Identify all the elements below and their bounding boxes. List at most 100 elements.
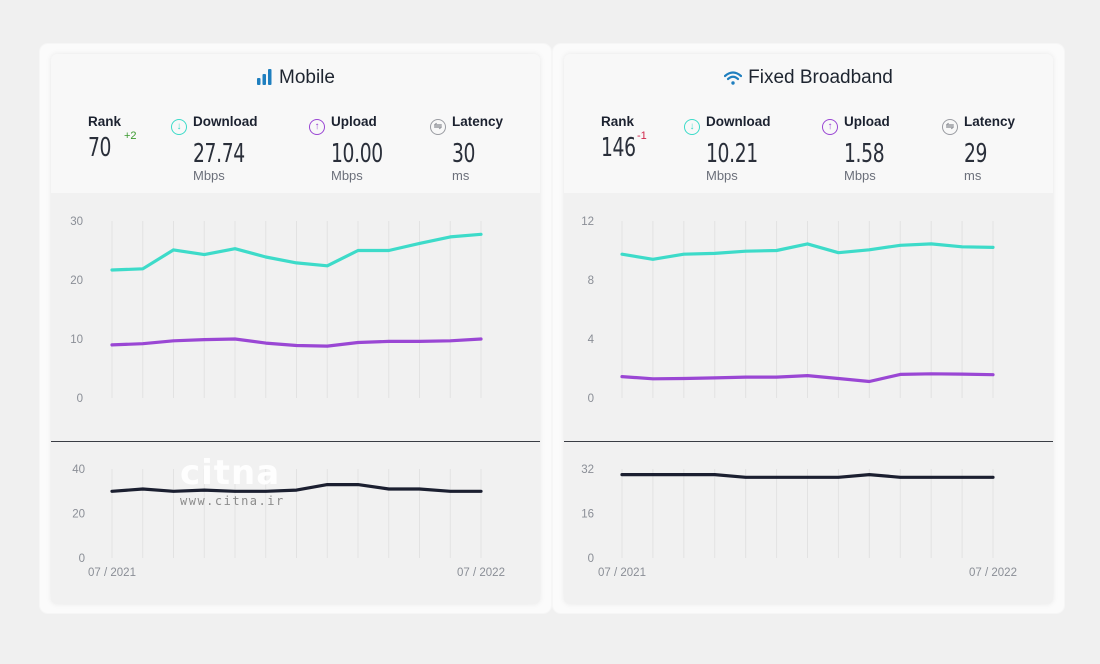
chart-divider: [564, 441, 1053, 442]
mobile-latency-latency-point: [141, 487, 144, 491]
fixed-latency-latency-point: [929, 476, 933, 479]
download-unit: Mbps: [706, 168, 738, 183]
fixed-latency-xtick-start: 07 / 2021: [598, 567, 646, 579]
rank-label: Rank: [601, 114, 635, 129]
mobile-speed-download-point: [418, 242, 421, 245]
mobile-charts: 0 10 20 30 0 20 40 07 / 2021 07 / 2022: [70, 216, 505, 579]
mobile-latency-latency-point: [172, 490, 175, 493]
watermark-url: www.citna.ir: [180, 494, 285, 508]
download-label: Download: [193, 114, 258, 129]
fixed-speed-upload-point: [868, 380, 871, 383]
fixed-latency-latency-point: [775, 476, 778, 479]
mobile-latency-latency-point: [387, 487, 390, 491]
fixed-speed-download-point: [620, 252, 624, 256]
mobile-latency-ytick-label: 40: [72, 464, 85, 476]
mobile-latency-latency-point: [418, 487, 421, 491]
fixed-speed-download-point: [775, 249, 778, 252]
fixed-latency-latency-point: [837, 476, 840, 479]
upload-arrow-icon: ↑: [822, 119, 838, 135]
upload-unit: Mbps: [844, 168, 876, 183]
mobile-summary: Mobile Rank 70 +2 ↓ Download 27.74 Mbps ↑…: [51, 54, 540, 193]
mobile-speed-upload-point: [172, 339, 175, 342]
rank-value: 70: [88, 133, 112, 163]
fixed-speed-ytick-label: 8: [588, 275, 594, 287]
upload-stat: ↑ Upload 10.00 Mbps: [309, 114, 403, 183]
mobile-speed-download-point: [264, 255, 267, 259]
mobile-speed-upload-point: [449, 339, 452, 342]
mobile-latency-ytick-label: 20: [72, 509, 85, 521]
mobile-speed-download-point: [172, 248, 175, 252]
fixed-latency-xtick-end: 07 / 2022: [969, 567, 1017, 579]
fixed-speed-ytick-label: 12: [581, 216, 594, 228]
chart-divider: [51, 441, 540, 442]
mobile-speed-upload-point: [356, 341, 360, 344]
mobile-speed-upload-point: [479, 337, 483, 341]
fixed-charts: 0 4 8 12 0 16 32 07 / 2021 07 / 2022: [581, 216, 1017, 579]
mobile-speed-upload-point: [110, 343, 114, 347]
rank-change: +2: [124, 130, 137, 142]
download-label: Download: [706, 114, 771, 129]
download-stat: ↓ Download 10.21 Mbps: [684, 114, 778, 183]
upload-value: 1.58: [844, 139, 885, 169]
mobile-latency-latency-point: [264, 490, 267, 493]
latency-icon: ⇋: [430, 119, 446, 135]
fixed-speed-upload-point: [960, 372, 964, 376]
fixed-speed-ytick-label: 4: [588, 334, 595, 346]
fixed-latency-latency-point: [651, 473, 655, 476]
mobile-latency-xtick-end: 07 / 2022: [457, 567, 505, 579]
fixed-speed-upload-point: [929, 372, 933, 376]
fixed-speed-download-point: [837, 251, 840, 254]
fixed-speed-upload-point: [682, 377, 686, 380]
mobile-latency-latency-point: [295, 488, 298, 492]
fixed-speed-upload-point: [651, 377, 655, 381]
mobile-speed-upload-point: [141, 342, 144, 345]
rank-change: -1: [637, 130, 647, 142]
fixed-speed-download-point: [806, 242, 809, 246]
fixed-speed-upload-point: [713, 376, 716, 380]
latency-unit: ms: [452, 168, 470, 183]
upload-stat: ↑ Upload 1.58 Mbps: [822, 114, 900, 183]
fixed-speed-download-point: [651, 258, 655, 261]
fixed-latency-latency-point: [960, 476, 964, 479]
download-stat: ↓ Download 27.74 Mbps: [171, 114, 265, 183]
mobile-speed-ytick-label: 20: [70, 275, 83, 287]
fixed-latency-ytick-label: 0: [588, 553, 594, 565]
latency-value: 30: [452, 139, 476, 169]
fixed-summary: Fixed Broadband Rank 146 -1 ↓ Download 10…: [564, 54, 1053, 193]
fixed-latency-latency-point: [868, 473, 871, 476]
latency-unit: ms: [964, 168, 982, 183]
mobile-speed-download-point: [356, 249, 360, 252]
mobile-speed-download-point: [387, 249, 390, 252]
fixed-latency-latency-point: [744, 476, 747, 479]
rank-value: 146: [601, 133, 636, 163]
fixed-speed-upload-point: [744, 375, 747, 379]
mobile-speed-ytick-label: 10: [70, 334, 83, 346]
mobile-speed-upload-point: [418, 340, 421, 343]
mobile-speed-download-point: [449, 235, 452, 239]
mobile-speed-download-point: [141, 267, 144, 270]
fixed-speed-download-point: [744, 250, 747, 253]
mobile-speed-download-point: [233, 247, 237, 250]
rank-label: Rank: [88, 114, 122, 129]
latency-label: Latency: [452, 114, 504, 129]
fixed-latency-latency-point: [991, 476, 995, 479]
signal-bars-icon: [256, 69, 273, 91]
latency-stat: ⇋ Latency 30 ms: [430, 114, 503, 183]
fixed-speed-download-point: [929, 242, 933, 246]
rank-stat: Rank 70: [88, 114, 121, 161]
fixed-latency-latency-point: [682, 473, 686, 476]
fixed-latency-ytick-label: 32: [581, 464, 594, 476]
fixed-speed-download-point: [899, 244, 902, 247]
mobile-speed-upload-point: [295, 344, 298, 347]
fixed-speed-download-point: [991, 246, 995, 249]
latency-icon: ⇋: [942, 119, 958, 135]
fixed-speed-upload-point: [620, 375, 624, 378]
mobile-latency-ytick-label: 0: [79, 553, 85, 565]
mobile-speed-upload-point: [203, 338, 206, 341]
mobile-speed-download-point: [295, 261, 298, 265]
mobile-speed-upload-point: [264, 341, 267, 345]
mobile-speed-upload-point: [233, 337, 237, 341]
mobile-speed-download-point: [203, 253, 206, 256]
mobile-latency-latency-point: [233, 490, 237, 493]
fixed-latency-latency-point: [713, 473, 716, 476]
